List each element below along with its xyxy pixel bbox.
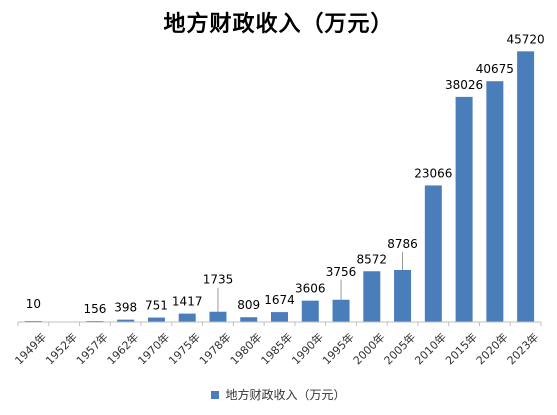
x-tick-label: 1962年 xyxy=(104,330,141,367)
data-label: 809 xyxy=(237,298,260,312)
data-label: 38026 xyxy=(445,78,483,92)
data-label: 8572 xyxy=(357,252,388,266)
bar-1985年 xyxy=(271,312,288,322)
bar-1978年 xyxy=(209,311,227,322)
bar-2015年 xyxy=(455,96,473,322)
bar-2000年 xyxy=(363,271,381,322)
x-tick-label: 2015年 xyxy=(442,330,479,367)
bar-1990年 xyxy=(301,300,319,322)
bar-1995年 xyxy=(332,299,350,322)
bar-1980年 xyxy=(240,317,258,322)
callout-lines-group xyxy=(217,251,403,312)
legend-swatch xyxy=(211,390,220,399)
x-tick-label: 1978年 xyxy=(196,330,233,367)
x-tick-label: 2020年 xyxy=(473,330,510,367)
x-tick-label: 1952年 xyxy=(42,330,79,367)
data-label: 3756 xyxy=(326,265,357,279)
bar-2005年 xyxy=(394,269,412,322)
x-tick-label: 2005年 xyxy=(381,330,418,367)
x-tick-label: 1949年 xyxy=(12,330,49,367)
bar-2020年 xyxy=(486,81,504,322)
data-label: 23066 xyxy=(414,166,452,180)
x-tick-label: 1985年 xyxy=(258,330,295,367)
x-tick-labels-group: 1949年1952年1957年1962年1970年1975年1978年1980年… xyxy=(12,330,542,367)
x-tick-label: 1975年 xyxy=(166,330,203,367)
bar-1970年 xyxy=(147,317,165,322)
data-label: 1735 xyxy=(203,273,234,287)
data-label: 3606 xyxy=(295,282,326,296)
x-tick-label: 1970年 xyxy=(135,330,172,367)
legend-label: 地方财政收入（万元） xyxy=(225,388,346,402)
data-label: 40675 xyxy=(476,62,514,76)
legend: 地方财政收入（万元） xyxy=(0,386,557,403)
x-tick-label: 1995年 xyxy=(319,330,356,367)
bar-1975年 xyxy=(178,313,196,322)
bar-2010年 xyxy=(424,185,442,322)
data-label: 751 xyxy=(145,299,168,313)
x-tick-label: 1980年 xyxy=(227,330,264,367)
x-ticks-group xyxy=(17,322,542,326)
data-label: 1417 xyxy=(172,295,203,309)
data-label: 156 xyxy=(83,302,106,316)
bar-1962年 xyxy=(117,319,135,322)
bars-group xyxy=(24,51,535,323)
x-tick-label: 1957年 xyxy=(73,330,110,367)
data-label: 10 xyxy=(26,297,41,311)
data-label: 1674 xyxy=(264,293,295,307)
data-label: 45720 xyxy=(507,32,545,46)
x-tick-label: 1990年 xyxy=(289,330,326,367)
x-tick-label: 2023年 xyxy=(504,330,541,367)
chart-title: 地方财政收入（万元） xyxy=(163,11,394,37)
data-label: 398 xyxy=(114,301,137,315)
data-label: 8786 xyxy=(387,237,418,251)
bar-2023年 xyxy=(517,51,535,323)
x-tick-label: 2010年 xyxy=(412,330,449,367)
x-tick-label: 2000年 xyxy=(350,330,387,367)
